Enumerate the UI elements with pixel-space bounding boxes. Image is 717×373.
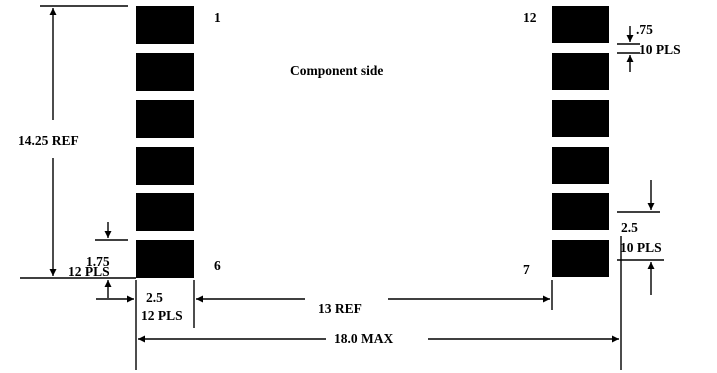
pad-8 <box>552 193 609 230</box>
span-ref-dimension: 13 REF <box>196 280 553 316</box>
pad-gap-dimension: 1.75 12 PLS <box>68 222 128 298</box>
pad-6 <box>136 240 194 278</box>
height-ref-dimension: 14.25 REF <box>18 5 136 279</box>
pad-height-dimension: 2.5 10 PLS <box>617 180 664 295</box>
pad-spacing-dimension: .75 10 PLS <box>617 22 681 72</box>
pad-10 <box>552 100 609 137</box>
pin-label-1: 1 <box>214 10 221 25</box>
pad-7 <box>552 240 609 277</box>
pad-gap-qty: 12 PLS <box>68 264 110 279</box>
pad-spacing-value: .75 <box>636 22 653 37</box>
right-pad-column <box>552 6 609 277</box>
pad-width-dimension: 2.5 12 PLS <box>96 280 195 370</box>
height-ref-label: 14.25 REF <box>18 133 79 148</box>
pad-3 <box>136 100 194 138</box>
overall-label: 18.0 MAX <box>334 331 393 346</box>
pad-width-value: 2.5 <box>146 290 163 305</box>
pad-9 <box>552 147 609 184</box>
overall-dimension: 18.0 MAX <box>138 236 622 370</box>
pad-spacing-qty: 10 PLS <box>639 42 681 57</box>
left-pad-column <box>136 6 194 278</box>
pad-11 <box>552 53 609 90</box>
pad-12 <box>552 6 609 43</box>
pad-1 <box>136 6 194 44</box>
component-side-label: Component side <box>290 63 383 78</box>
pad-4 <box>136 147 194 185</box>
pad-width-qty: 12 PLS <box>141 308 183 323</box>
span-ref-label: 13 REF <box>318 301 362 316</box>
pin-label-7: 7 <box>523 262 530 277</box>
pad-5 <box>136 193 194 231</box>
pin-label-6: 6 <box>214 258 221 273</box>
pin-label-12: 12 <box>523 10 537 25</box>
pad-height-value: 2.5 <box>621 220 638 235</box>
pad-2 <box>136 53 194 91</box>
pad-height-qty: 10 PLS <box>620 240 662 255</box>
pad-gap-value: 1.75 <box>86 254 110 269</box>
